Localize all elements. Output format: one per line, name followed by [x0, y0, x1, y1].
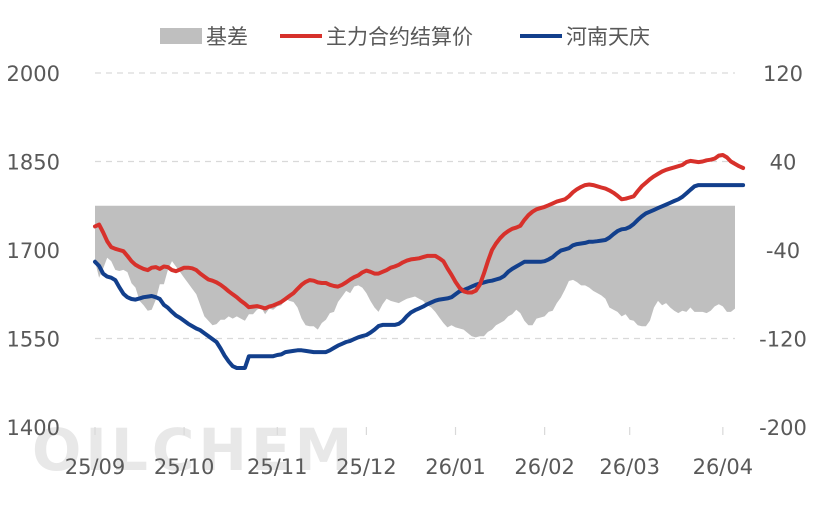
- legend-label: 基差: [206, 25, 248, 49]
- x-tick-label: 25/09: [65, 455, 126, 479]
- right-tick-label: 40: [770, 151, 797, 175]
- price-lines-layer: [93, 153, 746, 370]
- henan-tianqing-line: [93, 183, 746, 370]
- right-tick-label: -120: [759, 328, 807, 352]
- legend-label: 河南天庆: [566, 25, 650, 49]
- watermark: OILCHEM: [32, 416, 356, 484]
- left-tick-label: 2000: [7, 62, 60, 86]
- left-tick-label: 1400: [7, 416, 60, 440]
- x-tick-label: 25/11: [247, 455, 308, 479]
- left-tick-label: 1550: [7, 328, 60, 352]
- right-tick-label: 120: [763, 62, 803, 86]
- left-tick-label: 1700: [7, 239, 60, 263]
- right-axis: 120 40 -40 -120 -200: [759, 62, 807, 440]
- legend: 基差 主力合约结算价 河南天庆: [160, 25, 650, 49]
- x-tick-label: 26/02: [514, 455, 575, 479]
- basis-area: [95, 205, 735, 338]
- left-axis: 2000 1850 1700 1550 1400: [7, 62, 60, 440]
- x-tick-label: 26/03: [599, 455, 660, 479]
- main-contract-settlement-line: [93, 153, 746, 311]
- x-tick-label: 25/12: [336, 455, 397, 479]
- x-tick-label: 25/10: [154, 455, 215, 479]
- basis-area-layer: [95, 205, 735, 338]
- right-tick-label: -200: [759, 416, 807, 440]
- left-tick-label: 1850: [7, 151, 60, 175]
- legend-label: 主力合约结算价: [326, 25, 473, 49]
- x-tick-label: 26/01: [425, 455, 486, 479]
- x-tick-label: 26/04: [693, 455, 754, 479]
- x-axis: 25/09 25/10 25/11 25/12 26/01 26/02 26/03 26/04: [65, 427, 753, 479]
- legend-swatch-basis: [160, 28, 202, 44]
- right-tick-label: -40: [766, 239, 800, 263]
